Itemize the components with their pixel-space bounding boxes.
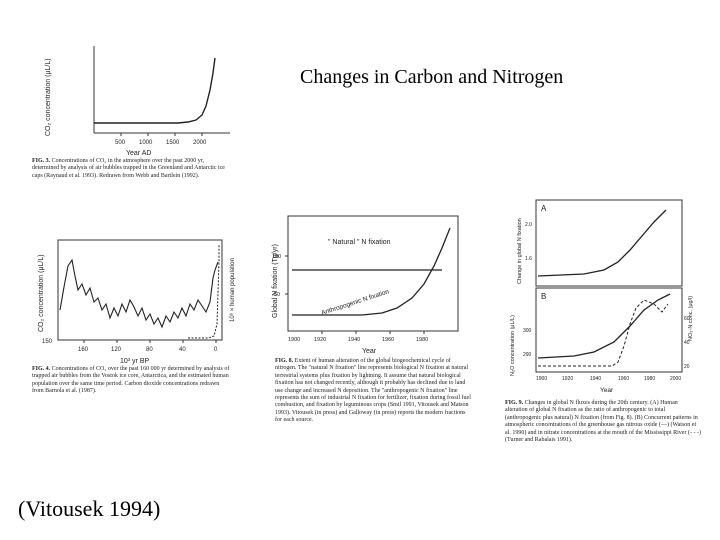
fig8-caption: FIG. 8. Extent of human alteration of th… xyxy=(275,358,471,424)
fig9-ytick-right: 60 xyxy=(684,316,690,322)
fig9-ytick-a: 1.6 xyxy=(525,256,532,262)
fig9-chart: A B Change in global N fixation N₂O conc… xyxy=(510,199,694,394)
fig4-caption: FIG. 4. Concentrations of CO₂ over the p… xyxy=(32,366,230,395)
fig4-co2-line xyxy=(59,258,219,329)
fig4-xtick: 40 xyxy=(179,347,186,353)
fig3-co2-line xyxy=(94,57,216,124)
fig4-chart: CO₂ concentration (μL/L) 10⁹ × human pop… xyxy=(38,239,236,365)
fig4-xtick: 80 xyxy=(146,347,153,353)
fig4-population-line xyxy=(188,244,220,339)
fig9-xtick: 1960 xyxy=(618,376,629,382)
fig3-xtick: 500 xyxy=(115,140,126,146)
fig9-ytick-right: 40 xyxy=(684,340,690,346)
fig8-xtick: 1960 xyxy=(382,337,394,343)
slide-title: Changes in Carbon and Nitrogen xyxy=(300,66,564,88)
fig9-xtick: 1900 xyxy=(536,376,547,382)
fig4-xtick: 0 xyxy=(214,347,218,353)
fig9-panel-b: B xyxy=(541,292,546,301)
fig3-xlabel: Year AD xyxy=(126,150,151,157)
fig9-b-nitrate-line xyxy=(538,299,669,367)
fig8-xlabel: Year xyxy=(362,348,377,355)
fig9-a-line xyxy=(537,209,667,277)
fig3-xtick: 2000 xyxy=(193,140,207,146)
fig9-ytick-a: 2.0 xyxy=(525,222,532,228)
fig9-ytick-right: 20 xyxy=(684,364,690,370)
fig8-natural-label: " Natural " N fixation xyxy=(328,239,391,246)
fig4-xtick: 160 xyxy=(78,347,89,353)
citation: (Vitousek 1994) xyxy=(18,496,161,521)
fig8-ytick: 100 xyxy=(272,254,281,260)
fig4-xtick: 120 xyxy=(111,347,122,353)
fig3-chart: CO₂ concentration (μL/L) 500 1000 1500 2… xyxy=(45,46,230,157)
fig4-ylabel2: 10⁹ × human population xyxy=(229,258,236,322)
fig3-caption: FIG. 3. Concentrations of CO₂ in the atm… xyxy=(32,158,225,179)
fig8-ytick: 50 xyxy=(274,292,280,298)
fig9-panel-a: A xyxy=(541,204,547,213)
fig8-xtick: 1900 xyxy=(288,337,300,343)
fig4-ylabel: CO₂ concentration (μL/L) xyxy=(38,254,45,332)
fig8-chart: " Natural " N fixation Anthropogenic N f… xyxy=(272,215,459,355)
fig8-xtick: 1980 xyxy=(416,337,428,343)
fig9-caption: FIG. 9. Changes in global N fluxes durin… xyxy=(505,400,701,444)
fig9-xlabel: Year xyxy=(600,387,614,394)
fig9-xtick: 1920 xyxy=(562,376,573,382)
fig8-anthropogenic-line xyxy=(292,227,451,316)
fig9-ytick-b: 290 xyxy=(523,352,532,358)
fig9-xtick: 1980 xyxy=(644,376,655,382)
fig9-xtick: 2000 xyxy=(670,376,681,382)
fig9-xtick: 1940 xyxy=(590,376,601,382)
fig8-xtick: 1920 xyxy=(314,337,326,343)
fig3-ylabel: CO₂ concentration (μL/L) xyxy=(45,58,52,136)
fig8-ylabel: Global N fixation (Tg/yr) xyxy=(272,244,279,318)
fig3-xtick: 1500 xyxy=(166,140,180,146)
fig4-ytick: 150 xyxy=(42,339,53,345)
fig9-ylabel-b: N₂O concentration (μL/L) xyxy=(510,315,516,376)
fig9-b-n2o-line xyxy=(537,293,671,359)
fig9-ytick-b: 300 xyxy=(523,328,532,334)
fig8-xtick: 1940 xyxy=(348,337,360,343)
fig3-xtick: 1000 xyxy=(139,140,153,146)
fig4-xlabel: 10³ yr BP xyxy=(120,358,150,365)
fig9-ylabel-right: NO₃-N conc. (μg/l) xyxy=(688,296,694,341)
fig9-ylabel-a: Change in global N fixation xyxy=(517,218,523,284)
